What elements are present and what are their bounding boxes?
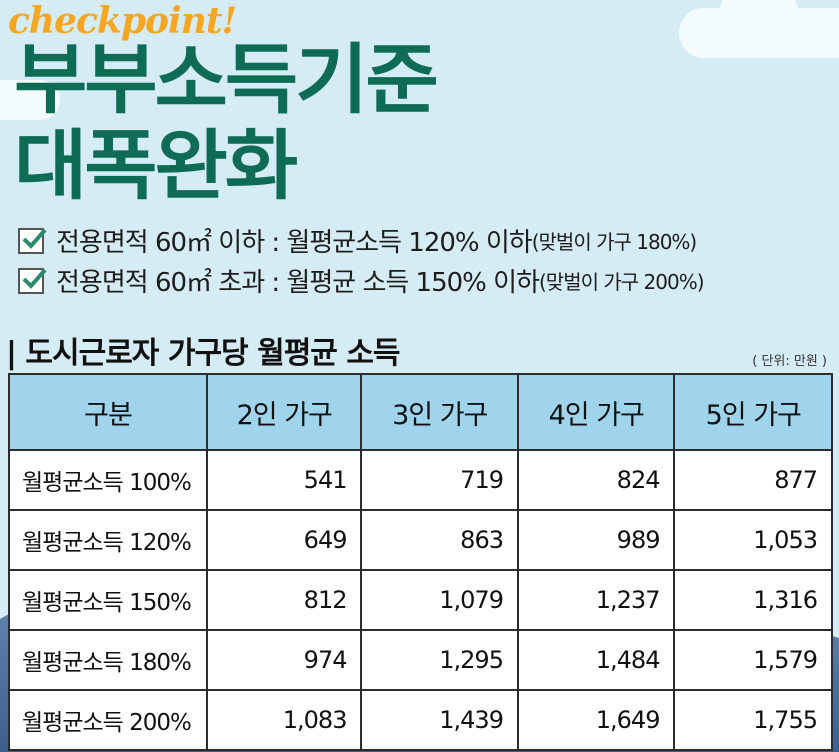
condition-note: (맞벌이 가구 180%) bbox=[531, 230, 697, 254]
table-cell: 1,755 bbox=[673, 689, 833, 751]
table-row: 월평균소득 150% 812 1,079 1,237 1,316 bbox=[8, 569, 833, 631]
condition-item: 전용면적 60㎡ 이하 : 월평균소득 120% 이하 (맞벌이 가구 180%… bbox=[18, 222, 697, 259]
tagline: checkpoint! bbox=[8, 0, 237, 42]
table-cell: 812 bbox=[205, 569, 363, 631]
table-cell: 719 bbox=[360, 449, 519, 511]
table-row: 월평균소득 200% 1,083 1,439 1,649 1,755 bbox=[8, 689, 833, 751]
page-title-line-2: 대폭완화 bbox=[14, 121, 298, 210]
table-cell: 1,083 bbox=[205, 689, 363, 751]
unit-label: ( 단위: 만원 ) bbox=[752, 354, 827, 369]
section-title: | 도시근로자 가구당 월평균 소득 bbox=[6, 336, 401, 371]
condition-note: (맞벌이 가구 200%) bbox=[539, 270, 704, 294]
table-cell: 1,316 bbox=[673, 569, 833, 631]
checkbox-checked-icon bbox=[18, 227, 47, 254]
table-cell: 649 bbox=[205, 509, 363, 571]
table-cell: 1,649 bbox=[516, 689, 676, 751]
cloud-decoration bbox=[679, 0, 839, 58]
table-row: 월평균소득 120% 649 863 989 1,053 bbox=[8, 509, 833, 571]
cloud-decoration bbox=[0, 80, 60, 120]
condition-item: 전용면적 60㎡ 초과 : 월평균 소득 150% 이하 (맞벌이 가구 200… bbox=[18, 262, 704, 299]
table-cell: 1,484 bbox=[516, 629, 676, 691]
table-cell: 877 bbox=[673, 449, 833, 511]
table-cell: 1,579 bbox=[673, 629, 833, 691]
row-label: 월평균소득 150% bbox=[8, 569, 208, 631]
row-label: 월평균소득 100% bbox=[8, 449, 208, 511]
page-title-line-1: 부부소득기준 bbox=[14, 35, 439, 124]
column-header: 4인 가구 bbox=[516, 373, 676, 451]
table-cell: 1,295 bbox=[360, 629, 519, 691]
row-label: 월평균소득 200% bbox=[8, 689, 208, 751]
column-header: 3인 가구 bbox=[360, 373, 519, 451]
table-cell: 1,053 bbox=[673, 509, 833, 571]
table-cell: 1,079 bbox=[360, 569, 519, 631]
income-table: 구분 2인 가구 3인 가구 4인 가구 5인 가구 월평균소득 100% 54… bbox=[8, 373, 833, 751]
table-row: 월평균소득 100% 541 719 824 877 bbox=[8, 449, 833, 511]
condition-text: 전용면적 60㎡ 이하 : 월평균소득 120% 이하 bbox=[56, 228, 533, 258]
table-cell: 974 bbox=[205, 629, 363, 691]
column-header: 2인 가구 bbox=[205, 373, 363, 451]
table-cell: 824 bbox=[516, 449, 676, 511]
column-header: 구분 bbox=[8, 373, 208, 451]
table-cell: 863 bbox=[360, 509, 519, 571]
table-cell: 989 bbox=[516, 509, 676, 571]
row-label: 월평균소득 120% bbox=[8, 509, 208, 571]
row-label: 월평균소득 180% bbox=[8, 629, 208, 691]
column-header: 5인 가구 bbox=[673, 373, 833, 451]
table-cell: 541 bbox=[205, 449, 363, 511]
condition-text: 전용면적 60㎡ 초과 : 월평균 소득 150% 이하 bbox=[56, 268, 540, 298]
table-header-row: 구분 2인 가구 3인 가구 4인 가구 5인 가구 bbox=[8, 373, 833, 451]
table-cell: 1,439 bbox=[360, 689, 519, 751]
table-cell: 1,237 bbox=[516, 569, 676, 631]
table-row: 월평균소득 180% 974 1,295 1,484 1,579 bbox=[8, 629, 833, 691]
checkbox-checked-icon bbox=[18, 267, 47, 294]
